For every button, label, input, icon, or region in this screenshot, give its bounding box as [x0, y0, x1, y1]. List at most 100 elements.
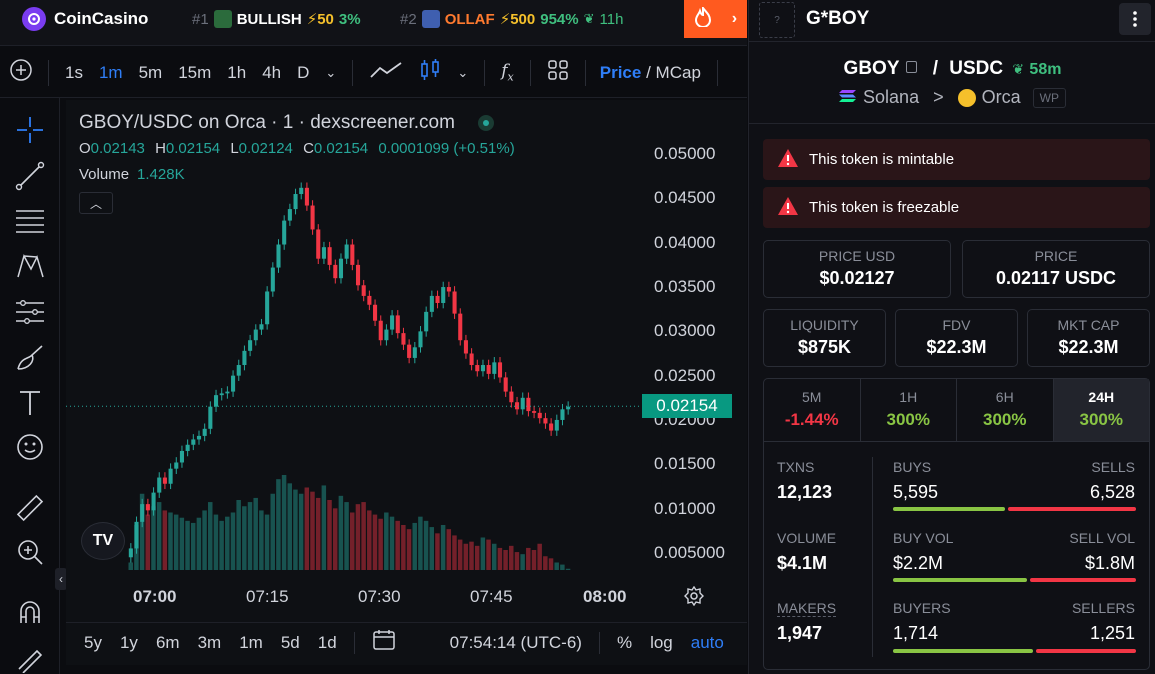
brush-icon[interactable] — [14, 342, 46, 374]
warning-freezable[interactable]: This token is freezable — [763, 187, 1150, 228]
interval-5m[interactable]: 5m — [138, 62, 163, 82]
log-scale-toggle[interactable]: log — [650, 632, 673, 652]
sellers-ratio-bar — [1036, 649, 1136, 653]
buys-label: BUYS — [893, 459, 932, 475]
prediction-icon[interactable] — [14, 296, 46, 328]
candle-body — [231, 375, 236, 392]
token-avatar-icon — [421, 10, 440, 28]
chevron-down-icon[interactable]: ⌄ — [457, 64, 469, 80]
volume-bar — [554, 562, 559, 570]
range-1y[interactable]: 1y — [119, 632, 138, 652]
volume-bar — [446, 529, 452, 570]
layout-grid-icon[interactable] — [539, 59, 577, 86]
tab-5m[interactable]: 5M -1.44% — [764, 379, 861, 441]
volume-bar — [509, 545, 514, 570]
tab-24h[interactable]: 24H 300% — [1053, 379, 1149, 441]
goto-date-icon[interactable] — [363, 629, 405, 656]
warning-mintable[interactable]: This token is mintable — [763, 139, 1150, 180]
text-tool-icon[interactable] — [14, 387, 46, 419]
whitepaper-badge[interactable]: WP — [1032, 87, 1066, 108]
tab-1h[interactable]: 1H 300% — [861, 379, 957, 441]
chain-link[interactable]: Solana — [863, 87, 920, 107]
quote-token: USDC — [949, 58, 1004, 79]
copy-icon[interactable] — [906, 61, 918, 73]
volume-bar — [435, 533, 440, 570]
interval-1h[interactable]: 1h — [227, 62, 247, 82]
percent-scale-toggle[interactable]: % — [616, 632, 633, 652]
tab-label: 1H — [899, 389, 918, 405]
tradingview-logo-icon[interactable]: TV — [81, 522, 125, 560]
price-axis-tick: 0.005000 — [654, 542, 725, 562]
time-axis-tick: 07:45 — [470, 587, 513, 606]
zoom-in-icon[interactable] — [14, 536, 46, 568]
interval-d[interactable]: D — [297, 62, 310, 82]
range-5y[interactable]: 5y — [84, 632, 102, 652]
interval-4h[interactable]: 4h — [262, 62, 282, 82]
ticker-item-2[interactable]: #2 OLLAF ⚡500 954% ❦ 11h — [400, 9, 623, 29]
range-bar: 5y 1y 6m 3m 1m 5d 1d 07:54:14 (UTC-6) % … — [66, 622, 747, 662]
volume-value: 1.428K — [137, 166, 185, 183]
range-5d[interactable]: 5d — [280, 632, 300, 652]
candle-body — [333, 264, 338, 279]
trend-line-icon[interactable] — [14, 160, 46, 192]
ticker-token-name: OLLAF — [444, 10, 495, 28]
clock-display[interactable]: 07:54:14 (UTC-6) — [449, 632, 582, 652]
ticker-item-1[interactable]: #1 BULLISH ⚡50 3% — [192, 9, 361, 29]
price-axis-tick: 0.02500 — [654, 365, 716, 385]
crosshair-icon[interactable] — [14, 114, 46, 146]
coincasino-banner[interactable]: CoinCasino — [22, 7, 148, 31]
fdv-card: FDV $22.3M — [895, 309, 1018, 367]
volume-bar — [276, 479, 281, 570]
range-1d[interactable]: 1d — [317, 632, 337, 652]
tab-label: 6H — [995, 389, 1014, 405]
candle-body — [174, 462, 179, 469]
candlestick-plot[interactable] — [66, 100, 747, 570]
collapse-toolbar-icon[interactable]: ‹ — [55, 568, 67, 590]
fib-retracement-icon[interactable] — [14, 205, 46, 237]
low-value: 0.02124 — [238, 140, 293, 157]
candle-body — [497, 362, 503, 378]
warning-text: This token is freezable — [809, 199, 960, 216]
candle-body — [407, 344, 412, 358]
pattern-icon[interactable] — [14, 250, 46, 282]
magnet-icon[interactable] — [14, 596, 46, 628]
hot-tokens-button[interactable]: › — [684, 0, 747, 38]
warning-text: This token is mintable — [809, 151, 955, 168]
mcap-option[interactable]: MCap — [655, 62, 701, 82]
line-chart-icon[interactable] — [361, 60, 411, 85]
token-name: G*BOY — [806, 8, 870, 29]
volume-bar — [253, 497, 258, 570]
token-avatar-icon — [213, 10, 232, 28]
interval-1s[interactable]: 1s — [65, 62, 83, 82]
indicators-fx-icon[interactable]: fx — [501, 61, 514, 84]
time-axis-tick: 07:00 — [133, 587, 177, 606]
price-option[interactable]: Price — [599, 62, 642, 82]
pencil-lock-icon[interactable] — [14, 642, 46, 674]
candles-chart-icon[interactable] — [411, 58, 449, 87]
price-mcap-toggle[interactable]: Price / MCap — [594, 63, 709, 83]
price-usd-label: PRICE USD — [818, 248, 896, 264]
volume-bar — [338, 495, 344, 570]
add-indicator-icon[interactable] — [0, 59, 40, 86]
emoji-icon[interactable] — [14, 431, 46, 463]
volume-bar — [474, 545, 480, 570]
price-chart[interactable]: GBOY/USDC on Orca · 1 · dexscreener.com … — [66, 100, 747, 665]
auto-scale-toggle[interactable]: auto — [690, 632, 724, 652]
range-1m[interactable]: 1m — [239, 632, 263, 652]
price-axis-tick: 0.03500 — [654, 277, 716, 297]
range-6m[interactable]: 6m — [155, 632, 180, 652]
interval-15m[interactable]: 15m — [178, 62, 212, 82]
more-menu-button[interactable] — [1119, 3, 1151, 35]
time-axis-tick: 07:30 — [358, 587, 401, 606]
range-3m[interactable]: 3m — [197, 632, 222, 652]
tab-6h[interactable]: 6H 300% — [957, 379, 1054, 441]
ruler-icon[interactable] — [14, 492, 46, 524]
dex-link[interactable]: Orca — [981, 87, 1021, 107]
price-axis-tick: 0.05000 — [654, 144, 716, 164]
interval-1m[interactable]: 1m — [98, 62, 123, 82]
chart-settings-icon[interactable] — [684, 585, 704, 611]
chevron-down-icon[interactable]: ⌄ — [325, 64, 337, 80]
collapse-legend-button[interactable]: ︿ — [79, 192, 113, 214]
buys-value: 5,595 — [893, 482, 939, 502]
volume-bar — [264, 514, 270, 570]
